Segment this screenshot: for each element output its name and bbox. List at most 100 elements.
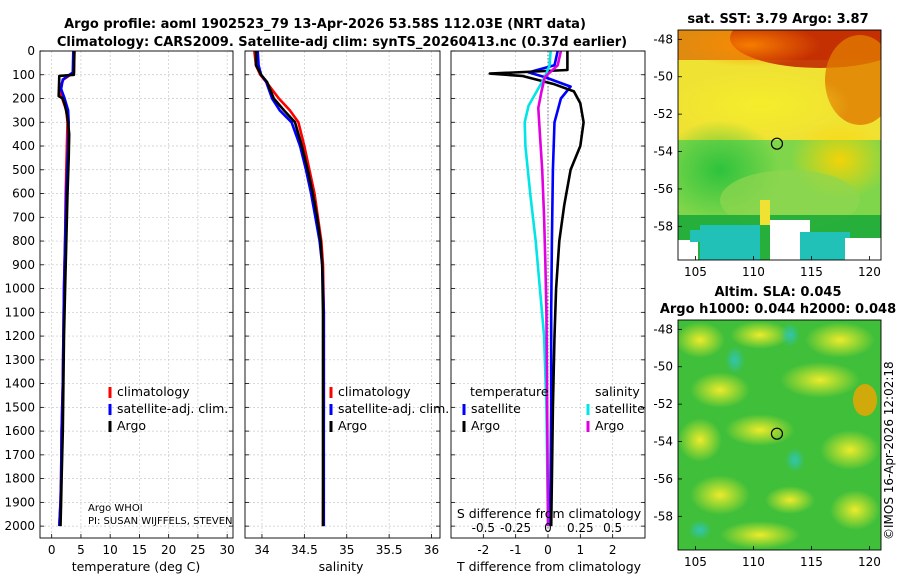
x-tick-label: 20 xyxy=(161,543,176,557)
top-x-tick-label: -0.25 xyxy=(500,521,531,535)
difference-top-xlabel: S difference from climatology xyxy=(457,506,642,521)
y-tick-label: 200 xyxy=(12,92,35,106)
legend-s-argo-label: Argo xyxy=(595,418,624,433)
map-x-tick-label: 110 xyxy=(742,555,765,569)
salinity-panel: 34 34.5 35 35.5 36 xyxy=(244,50,441,557)
x-tick-label: 34 xyxy=(254,543,269,557)
x-tick-label: -1 xyxy=(510,543,522,557)
y-tick-label: 100 xyxy=(12,68,35,82)
legend-s-satellite-label: satellite xyxy=(595,401,645,416)
salinity-xlabel: salinity xyxy=(319,559,364,574)
note-line-1: Argo WHOI xyxy=(88,503,143,514)
sla-map-title-1: Altim. SLA: 0.045 xyxy=(715,285,842,300)
x-tick-label: 15 xyxy=(132,543,147,557)
float-location-marker xyxy=(770,137,784,150)
map-y-tick-label: -54 xyxy=(653,435,673,449)
map-y-tick-label: -48 xyxy=(653,322,673,336)
map-y-tick-label: -56 xyxy=(653,472,673,486)
x-tick-label: 10 xyxy=(103,543,118,557)
legend-satellite-label: satellite-adj. clim. xyxy=(117,401,228,416)
map-y-tick-label: -50 xyxy=(653,360,673,374)
map-y-tick-label: -58 xyxy=(653,219,673,233)
y-tick-label: 1700 xyxy=(4,448,35,462)
sst-map-title: sat. SST: 3.79 Argo: 3.87 xyxy=(687,12,868,27)
sst-map-axes: 105 110 115 120 -48 -50 -52 -54 -56 -58 xyxy=(653,32,880,279)
x-tick-label: -2 xyxy=(477,543,489,557)
sst-map-frame xyxy=(677,29,882,261)
legend-temperature-heading: temperature xyxy=(470,384,549,399)
x-tick-label: 5 xyxy=(77,543,85,557)
sla-map-title-2: Argo h1000: 0.044 h2000: 0.048 xyxy=(660,302,896,317)
map-x-tick-label: 105 xyxy=(684,265,707,279)
legend-salinity-heading: salinity xyxy=(595,384,640,399)
top-x-tick-label: -0.5 xyxy=(472,521,495,535)
y-tick-label: 700 xyxy=(12,210,35,224)
series-line-argo xyxy=(254,51,325,527)
x-tick-label: 1 xyxy=(577,543,585,557)
map-y-tick-label: -56 xyxy=(653,182,673,196)
map-x-tick-label: 115 xyxy=(800,555,823,569)
series-line-s-argo xyxy=(536,50,563,527)
x-tick-label: 36 xyxy=(424,543,439,557)
legend-t-argo-label: Argo xyxy=(471,418,500,433)
x-tick-label: 30 xyxy=(220,543,235,557)
y-tick-label: 1800 xyxy=(4,472,35,486)
legend-t-satellite-label: satellite xyxy=(471,401,521,416)
y-tick-label: 600 xyxy=(12,187,35,201)
temperature-xlabel: temperature (deg C) xyxy=(72,559,201,574)
map-y-tick-label: -48 xyxy=(653,32,673,46)
plot-frame xyxy=(450,50,646,539)
sla-map-axes: 105 110 115 120 -48 -50 -52 -54 -56 -58 xyxy=(653,322,880,569)
map-x-tick-label: 105 xyxy=(684,555,707,569)
imos-watermark: ©IMOS 16-Apr-2026 12:02:18 xyxy=(882,361,896,540)
sla-map-frame xyxy=(677,319,882,551)
x-tick-label: 35.5 xyxy=(376,543,403,557)
difference-panel: -2 -1 0 1 2 xyxy=(450,50,646,557)
top-x-tick-label: 0.25 xyxy=(567,521,594,535)
legend-argo-label: Argo xyxy=(338,418,367,433)
legend-climatology-label: climatology xyxy=(338,384,411,399)
plot-frame xyxy=(39,50,234,539)
float-location-marker xyxy=(770,427,784,440)
map-y-tick-label: -54 xyxy=(653,145,673,159)
y-tick-label: 0 xyxy=(27,44,35,58)
x-tick-label: 0 xyxy=(48,543,56,557)
series-line-t-argo xyxy=(488,51,585,527)
title-line-2: Climatology: CARS2009. Satellite-adj cli… xyxy=(57,35,627,50)
y-tick-label: 900 xyxy=(12,258,35,272)
map-y-tick-label: -50 xyxy=(653,70,673,84)
map-x-tick-label: 110 xyxy=(742,265,765,279)
map-y-tick-label: -52 xyxy=(653,107,673,121)
y-tick-label: 1900 xyxy=(4,495,35,509)
y-tick-label: 2000 xyxy=(4,519,35,533)
top-x-tick-label: 0 xyxy=(544,521,552,535)
sst-map-field xyxy=(678,30,881,260)
x-tick-label: 2 xyxy=(609,543,617,557)
x-tick-label: 0 xyxy=(544,543,552,557)
y-tick-label: 1500 xyxy=(4,400,35,414)
legend-satellite-label: satellite-adj. clim. xyxy=(338,401,449,416)
note-line-2: PI: SUSAN WIJFFELS, STEVEN xyxy=(88,516,233,527)
map-x-tick-label: 115 xyxy=(800,265,823,279)
y-tick-label: 1600 xyxy=(4,424,35,438)
x-tick-label: 35 xyxy=(339,543,354,557)
x-tick-label: 34.5 xyxy=(291,543,318,557)
salinity-legend: climatology satellite-adj. clim. Argo xyxy=(329,384,449,433)
series-line-argo xyxy=(57,50,76,527)
legend-climatology-label: climatology xyxy=(117,384,190,399)
plot-area xyxy=(40,51,233,538)
top-x-tick-label: 0.5 xyxy=(603,521,622,535)
y-tick-label: 400 xyxy=(12,139,35,153)
legend-argo-label: Argo xyxy=(117,418,146,433)
y-tick-label: 300 xyxy=(12,115,35,129)
plot-frame xyxy=(244,50,441,539)
temperature-legend: climatology satellite-adj. clim. Argo xyxy=(108,384,228,433)
title-line-1: Argo profile: aoml 1902523_79 13-Apr-202… xyxy=(64,17,586,32)
difference-legend: temperature satellite Argo salinity sate… xyxy=(462,384,645,433)
y-tick-label: 800 xyxy=(12,234,35,248)
difference-top-ticks: -0.5 -0.25 0 0.25 0.5 xyxy=(472,521,623,535)
sla-map-field xyxy=(678,320,881,550)
y-tick-label: 1200 xyxy=(4,329,35,343)
temperature-panel: 0100200300400500600700800900100011001200… xyxy=(4,44,234,557)
